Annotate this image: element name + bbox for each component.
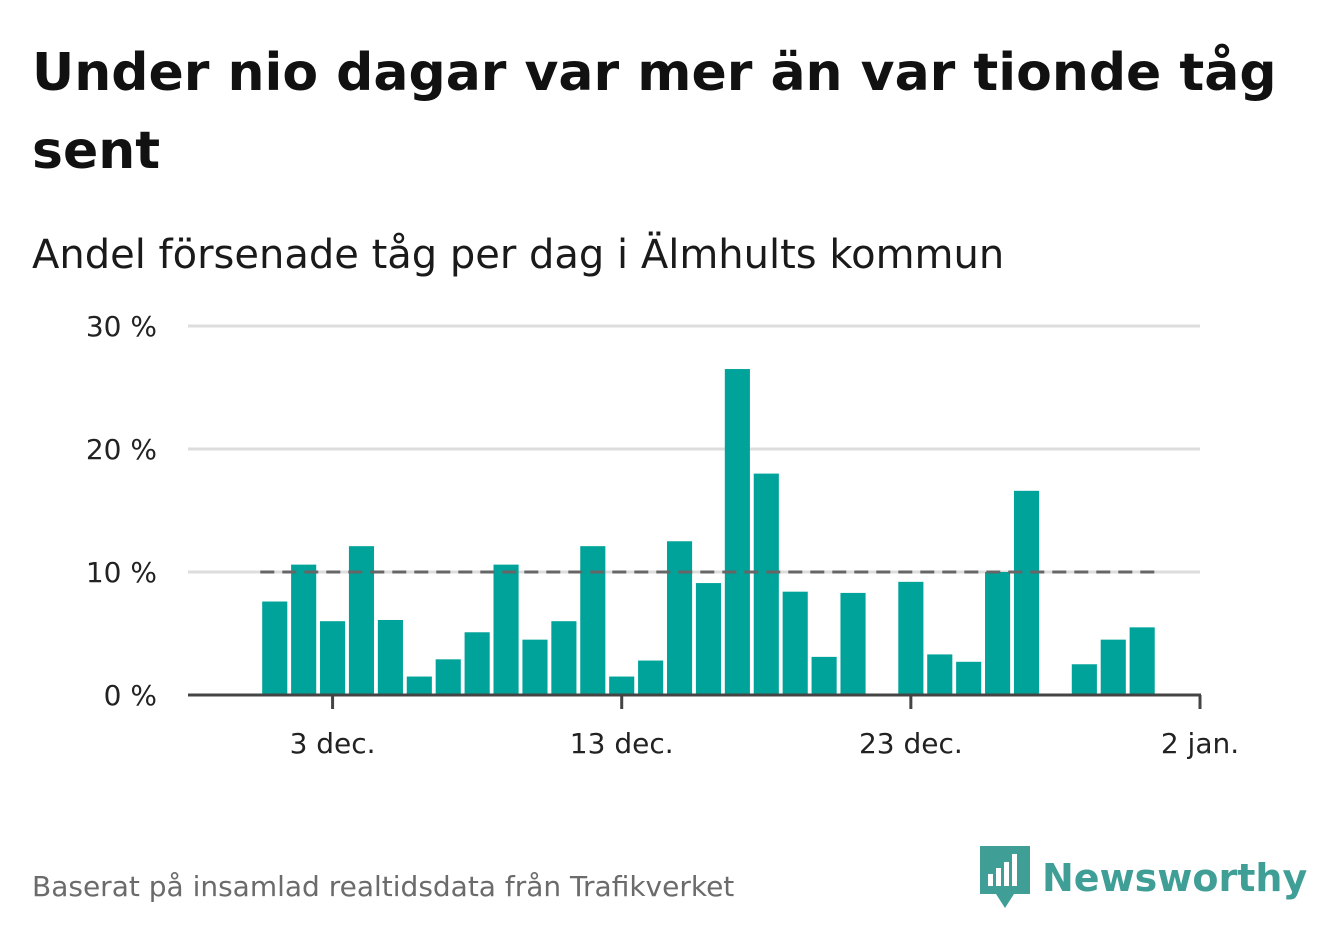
bar (377, 619, 403, 695)
y-tick-label: 10 % (86, 556, 157, 589)
bar (956, 661, 982, 695)
bar (262, 601, 288, 695)
bars (262, 369, 1155, 695)
bar (348, 546, 375, 695)
bar (1013, 490, 1040, 695)
bar (927, 654, 953, 695)
bar (406, 676, 432, 695)
bar (695, 583, 722, 695)
source-note: Baserat på insamlad realtidsdata från Tr… (32, 870, 735, 903)
bar (782, 591, 808, 695)
x-tick-label: 2 jan. (1161, 727, 1239, 760)
bar (291, 564, 317, 695)
bar (1071, 664, 1097, 695)
brand-name: Newsworthy (1042, 856, 1308, 900)
bar (464, 632, 490, 695)
chart-title: Under nio dagar var mer än var tionde tå… (32, 43, 1277, 181)
y-tick-label: 20 % (86, 433, 157, 466)
bar (724, 369, 750, 695)
bar-chart: 0 % 10 % 20 % 30 % 3 dec. 13 dec. 23 dec. 2 jan… (86, 310, 1239, 760)
bar (609, 676, 635, 695)
bar (753, 473, 779, 695)
y-tick-label: 0 % (104, 679, 157, 712)
bar (985, 572, 1011, 695)
bar (638, 660, 664, 695)
bar (1129, 627, 1155, 695)
bar (580, 546, 606, 695)
gridlines (188, 324, 1200, 574)
bar (522, 639, 548, 695)
newsworthy-brand[interactable]: Newsworthy (980, 846, 1307, 910)
x-tick-label: 23 dec. (859, 727, 963, 760)
bar (840, 592, 866, 695)
newsworthy-bar-chart-icon (980, 846, 1030, 908)
bar (435, 659, 461, 695)
chart-subtitle: Andel försenade tåg per dag i Älmhults k… (32, 232, 1005, 278)
x-tick-label: 3 dec. (290, 727, 376, 760)
x-tick-label: 13 dec. (570, 727, 674, 760)
bar (551, 621, 577, 695)
bar (666, 541, 693, 695)
bar (320, 621, 346, 695)
bar (493, 564, 519, 695)
axes: 0 % 10 % 20 % 30 % 3 dec. 13 dec. 23 dec. 2 jan… (86, 310, 1239, 760)
bar (1100, 639, 1126, 695)
bar (811, 656, 837, 695)
bar (898, 581, 924, 695)
y-tick-label: 30 % (86, 310, 157, 343)
